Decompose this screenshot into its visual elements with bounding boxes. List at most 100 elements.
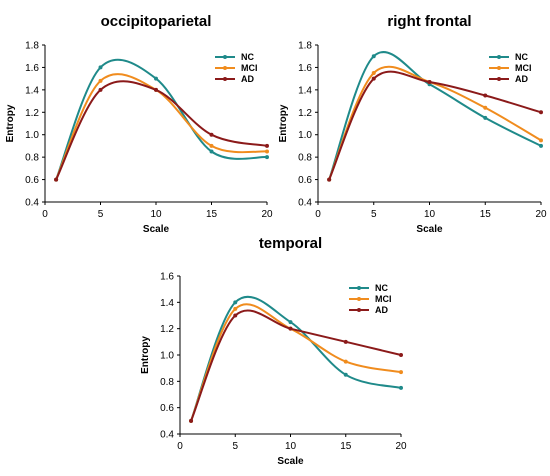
data-point-nc: [371, 54, 376, 59]
x-tick-label: 5: [371, 209, 377, 220]
series-line-ad: [55, 80, 268, 181]
x-tick-label: 20: [395, 441, 407, 452]
data-point-ad: [98, 87, 103, 92]
series-line-ad: [328, 70, 542, 180]
x-tick-label: 5: [232, 441, 238, 452]
legend-label-ad: AD: [241, 74, 254, 84]
data-point-mci: [98, 78, 103, 83]
data-point-mci: [371, 71, 376, 76]
data-point-nc: [209, 149, 214, 154]
y-tick-label: 0.6: [25, 175, 39, 186]
y-tick-label: 1.8: [25, 41, 39, 52]
chart-3: temporal 0.4 0.6 0.8 1.0 1.2 1.4 1.6 0 5 10 15 20 Sca…: [140, 235, 407, 467]
series-line-ad: [190, 309, 402, 422]
x-tick-label: 10: [285, 441, 297, 452]
legend-marker-ad: [357, 308, 361, 312]
chart-title: temporal: [259, 235, 322, 252]
data-point-ad: [233, 313, 238, 318]
data-point-ad: [539, 110, 543, 115]
data-point-mci: [209, 143, 214, 148]
legend-label-ad: AD: [375, 305, 388, 315]
data-point-nc: [98, 65, 103, 70]
y-tick-label: 1.6: [298, 63, 312, 74]
legend-marker-mci: [357, 297, 361, 301]
data-point-mci: [399, 370, 403, 375]
data-point-ad: [265, 143, 269, 148]
data-point-ad: [483, 93, 488, 98]
y-tick-label: 0.6: [298, 175, 312, 186]
data-point-nc: [343, 372, 348, 377]
x-tick-label: 0: [42, 209, 48, 220]
x-tick-label: 20: [261, 209, 273, 220]
series-line-nc: [55, 58, 268, 180]
data-point-mci: [265, 149, 269, 154]
series-line-nc: [328, 51, 542, 180]
data-point-ad: [327, 177, 332, 182]
x-axis-label: Scale: [277, 456, 304, 467]
data-point-nc: [154, 76, 158, 81]
y-tick-label: 1.2: [25, 108, 39, 119]
y-tick-label: 0.8: [160, 377, 174, 388]
data-point-nc: [233, 300, 238, 305]
y-tick-label: 0.4: [298, 198, 312, 209]
series-line-nc: [190, 295, 402, 422]
y-tick-label: 1.0: [298, 130, 312, 141]
data-point-ad: [154, 87, 158, 92]
data-point-nc: [265, 155, 269, 160]
x-tick-label: 10: [150, 209, 162, 220]
y-tick-label: 1.2: [160, 324, 174, 335]
x-tick-label: 15: [206, 209, 218, 220]
data-point-mci: [539, 138, 543, 143]
y-tick-label: 1.2: [298, 108, 312, 119]
data-point-ad: [399, 353, 403, 357]
chart-1: occipitoparietal 0.4 0.6 0.8 1.0 1.2 1.4 1.6 1.8…: [5, 13, 273, 235]
y-axis-label: Entropy: [140, 336, 151, 374]
y-tick-label: 1.4: [298, 85, 312, 96]
chart-title: occipitoparietal: [101, 13, 212, 30]
y-tick-label: 1.4: [25, 85, 39, 96]
x-tick-label: 20: [535, 209, 547, 220]
legend-marker-ad: [497, 77, 501, 81]
data-point-ad: [343, 339, 348, 344]
data-point-mci: [233, 306, 238, 311]
x-tick-label: 15: [340, 441, 352, 452]
legend-marker-nc: [357, 286, 361, 290]
legend-label-nc: NC: [241, 52, 254, 62]
data-point-ad: [371, 76, 376, 81]
x-tick-label: 0: [315, 209, 321, 220]
legend-label-mci: MCI: [241, 63, 258, 73]
legend-label-mci: MCI: [515, 63, 532, 73]
y-tick-label: 1.0: [25, 130, 39, 141]
data-point-ad: [54, 177, 59, 182]
x-tick-label: 0: [177, 441, 183, 452]
legend-marker-nc: [497, 55, 501, 59]
data-point-nc: [483, 115, 488, 120]
data-point-ad: [209, 132, 214, 137]
data-point-nc: [399, 385, 403, 390]
x-tick-label: 5: [98, 209, 104, 220]
legend-marker-mci: [497, 66, 501, 70]
data-point-ad: [427, 80, 432, 85]
y-tick-label: 1.0: [160, 351, 174, 362]
chart-2: right frontal 0.4 0.6 0.8 1.0 1.2 1.4 1.6 1.8 0 5 1…: [278, 13, 547, 235]
y-tick-label: 0.8: [298, 153, 312, 164]
y-tick-label: 1.4: [160, 298, 174, 309]
data-point-nc: [288, 320, 293, 325]
x-tick-label: 10: [424, 209, 436, 220]
data-point-mci: [343, 359, 348, 364]
legend-marker-ad: [223, 77, 227, 81]
data-point-nc: [539, 143, 543, 148]
data-point-ad: [288, 326, 293, 331]
data-point-ad: [189, 418, 194, 423]
legend-label-mci: MCI: [375, 294, 392, 304]
x-axis-label: Scale: [416, 224, 443, 235]
y-axis-label: Entropy: [278, 104, 289, 142]
x-axis-label: Scale: [143, 224, 170, 235]
y-tick-label: 1.6: [160, 272, 174, 283]
series-line-mci: [190, 303, 402, 422]
x-tick-label: 15: [480, 209, 492, 220]
legend-label-nc: NC: [375, 283, 388, 293]
y-tick-label: 0.4: [25, 198, 39, 209]
